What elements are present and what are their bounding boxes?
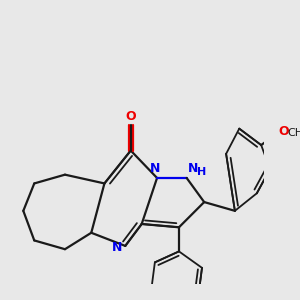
Text: N: N <box>112 241 122 254</box>
Text: N: N <box>188 162 198 175</box>
Text: N: N <box>150 162 160 175</box>
Text: O: O <box>125 110 136 123</box>
Text: CH: CH <box>287 128 300 138</box>
Text: O: O <box>279 125 289 138</box>
Text: H: H <box>196 167 206 177</box>
